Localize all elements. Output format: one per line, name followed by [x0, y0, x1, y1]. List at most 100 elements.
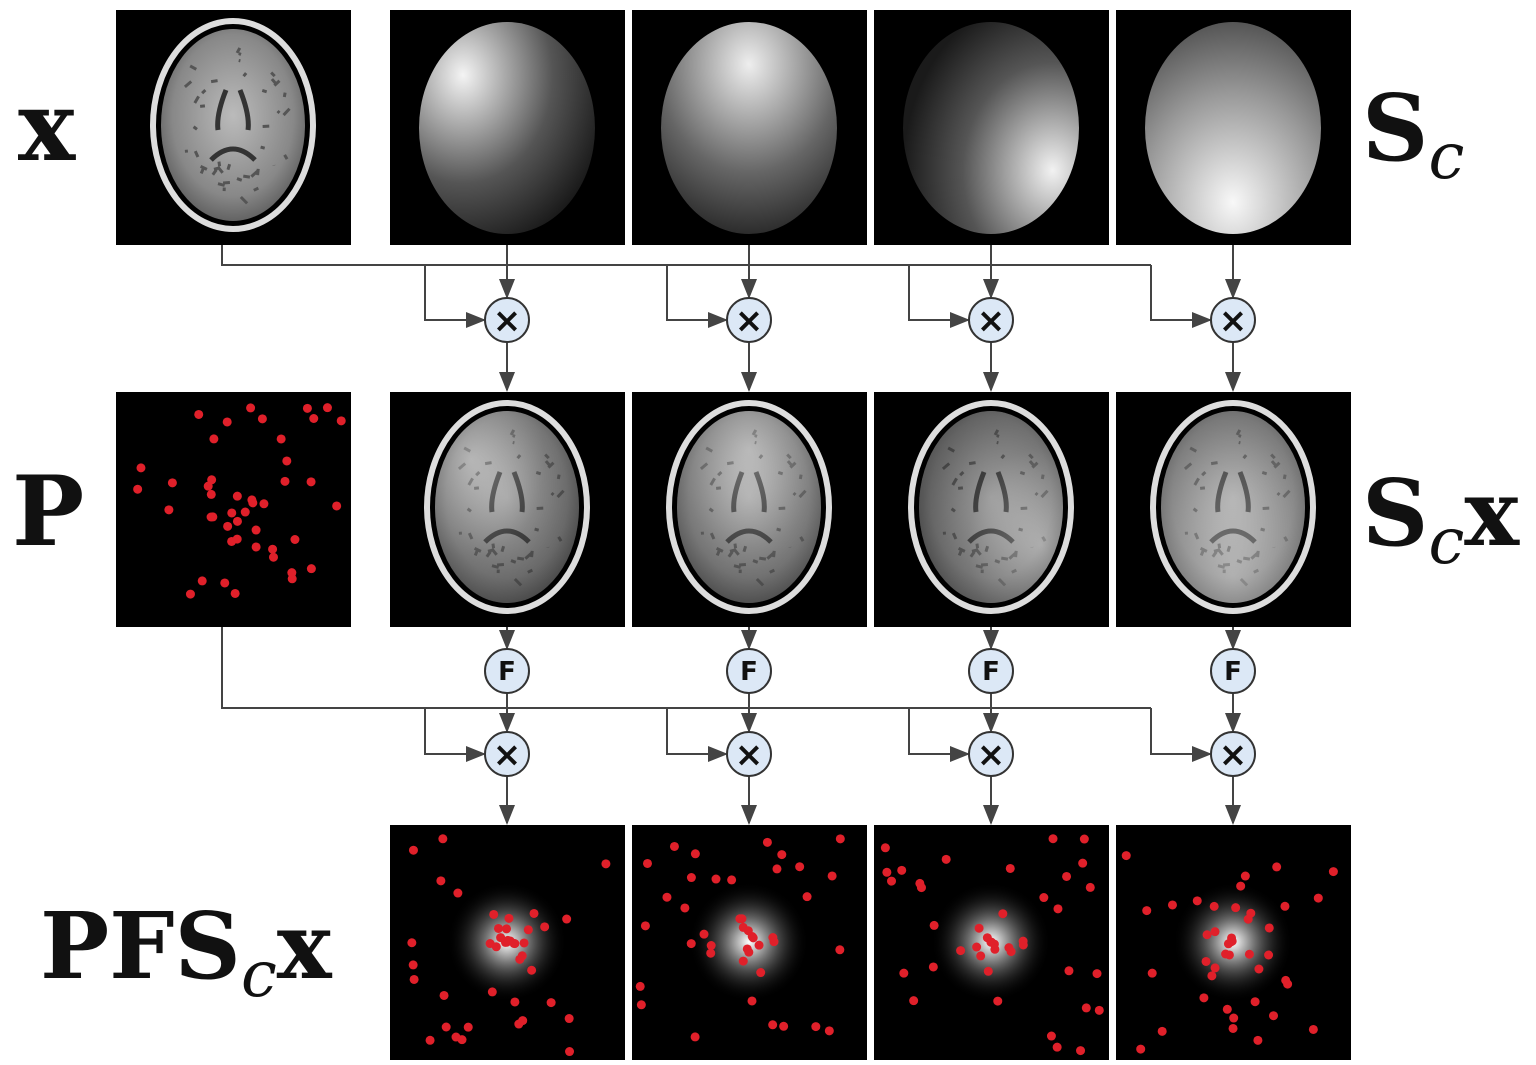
sample-dot	[881, 843, 890, 852]
wire	[1151, 265, 1210, 320]
sample-dot	[208, 512, 217, 521]
sample-dot	[527, 966, 536, 975]
sample-dot	[1122, 851, 1131, 860]
operator: ×	[969, 298, 1013, 342]
sample-dot	[562, 915, 571, 924]
sample-dot	[1203, 930, 1212, 939]
sample-dot	[1246, 909, 1255, 918]
operator-symbol: F	[498, 657, 516, 687]
sample-dot	[1136, 1045, 1145, 1054]
sulcus	[219, 162, 220, 167]
sample-dot	[680, 903, 689, 912]
sample-dot	[976, 951, 985, 960]
sample-dot	[209, 434, 218, 443]
sample-dot	[727, 875, 736, 884]
sample-dot	[972, 943, 981, 952]
sample-dot	[1047, 1032, 1056, 1041]
sample-dot	[565, 1047, 574, 1056]
sample-dot	[502, 938, 511, 947]
sample-dot	[1225, 950, 1234, 959]
label-sub: c	[1428, 120, 1464, 194]
sample-dot	[524, 925, 533, 934]
sample-dot	[887, 877, 896, 886]
coil-map	[874, 10, 1109, 245]
sample-dot	[164, 505, 173, 514]
sulcus	[194, 127, 197, 130]
sample-dot	[707, 941, 716, 950]
label-part: x	[277, 892, 333, 1000]
sample-dot	[547, 998, 556, 1007]
sample-dot	[1086, 883, 1095, 892]
wire	[425, 708, 484, 754]
sample-dot	[1158, 1027, 1167, 1036]
sample-dot	[438, 834, 447, 843]
sample-dot	[268, 545, 277, 554]
sample-dot	[1329, 867, 1338, 876]
sample-dot	[636, 982, 645, 991]
sulcus	[284, 93, 285, 97]
coil-image	[1116, 392, 1351, 627]
sample-dot	[929, 962, 938, 971]
label-pfscx: PFScx	[40, 892, 333, 1012]
kspace-image	[632, 825, 867, 1060]
sample-dot	[897, 866, 906, 875]
sample-dot	[909, 996, 918, 1005]
sample-dot	[1078, 859, 1087, 868]
sample-dot	[290, 535, 299, 544]
sample-dot	[739, 957, 748, 966]
sample-dot	[565, 1014, 574, 1023]
sample-dot	[186, 590, 195, 599]
sample-dot	[204, 482, 213, 491]
sample-dot	[768, 933, 777, 942]
sample-dot	[452, 1033, 461, 1042]
sample-dot	[168, 478, 177, 487]
sample-dot	[486, 939, 495, 948]
sample-dot	[246, 403, 255, 412]
sample-dot	[1211, 963, 1220, 972]
sample-dot	[712, 875, 721, 884]
sample-dot	[1064, 966, 1073, 975]
sample-dot	[1093, 969, 1102, 978]
sample-dot	[1082, 1003, 1091, 1012]
label-part: S	[1362, 459, 1428, 567]
sulcus	[237, 179, 242, 181]
diagram: x Sc P Scx PFScx ×F××F××F××F×	[0, 0, 1536, 1065]
sample-dot	[687, 873, 696, 882]
kspace-image	[390, 825, 625, 1060]
sample-dot	[641, 921, 650, 930]
intensity	[435, 411, 579, 603]
sample-dot	[637, 1000, 646, 1009]
sample-dot	[515, 955, 524, 964]
sample-dot	[1229, 1024, 1238, 1033]
sample-dot	[1265, 923, 1274, 932]
sample-dot	[1207, 971, 1216, 980]
sample-dot	[691, 1032, 700, 1041]
sample-dot	[1229, 1014, 1238, 1023]
sample-dot	[975, 924, 984, 933]
sample-dot	[956, 946, 965, 955]
sample-dot	[1269, 1011, 1278, 1020]
sample-dot	[1062, 872, 1071, 881]
sample-dot	[1202, 957, 1211, 966]
sample-dot	[409, 960, 418, 969]
operator: ×	[727, 298, 771, 342]
sulcus	[262, 90, 266, 91]
label-sub: c	[241, 938, 277, 1012]
sample-dot	[464, 1023, 473, 1032]
sample-dot	[835, 945, 844, 954]
sample-dot	[763, 838, 772, 847]
sample-dot	[1142, 906, 1151, 915]
sample-dot	[930, 921, 939, 930]
sample-dot	[899, 969, 908, 978]
sample-dot	[779, 1022, 788, 1031]
coil-map	[632, 10, 867, 245]
sample-dot	[1193, 896, 1202, 905]
sample-dot	[220, 578, 229, 587]
coil-map	[390, 10, 625, 245]
sample-dot	[223, 522, 232, 531]
sample-dot	[488, 987, 497, 996]
sample-dot	[1223, 1005, 1232, 1014]
sulcus	[239, 54, 241, 55]
sample-dot	[1272, 862, 1281, 871]
operator-symbol: ×	[735, 735, 764, 775]
